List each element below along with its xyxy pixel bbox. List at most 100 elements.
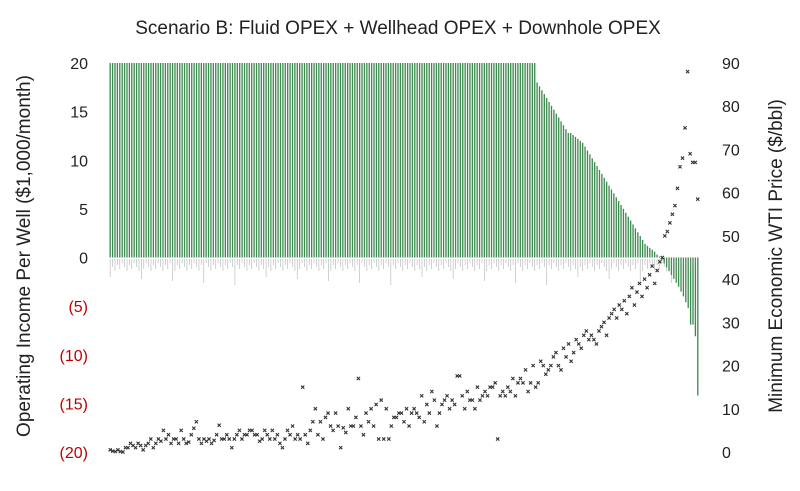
bar	[534, 63, 536, 258]
scatter-point	[113, 449, 118, 454]
bar	[445, 63, 447, 258]
scatter-point	[333, 411, 338, 416]
bar	[332, 63, 334, 258]
scatter-point	[417, 415, 422, 420]
y-tick-label: 10	[70, 153, 88, 170]
scatter-point	[581, 333, 586, 338]
bar	[131, 63, 133, 258]
bar	[181, 63, 183, 258]
scatter-point	[369, 406, 374, 411]
scatter-point	[166, 432, 171, 437]
scatter-point	[450, 398, 455, 403]
bar	[370, 63, 373, 258]
bar	[582, 142, 584, 258]
bar	[689, 257, 692, 325]
scatter-point	[579, 346, 584, 351]
bar	[483, 63, 486, 258]
bar	[495, 63, 497, 258]
bar	[390, 63, 392, 258]
bar	[435, 63, 438, 258]
bar	[594, 162, 596, 258]
scatter-point	[480, 393, 485, 398]
bar-series	[109, 63, 699, 396]
bar	[349, 63, 351, 258]
bar	[188, 63, 191, 258]
scatter-point	[288, 432, 293, 437]
bar	[675, 257, 677, 283]
bar	[373, 63, 375, 258]
bar	[610, 189, 613, 258]
scatter-point	[189, 432, 194, 437]
bar	[651, 249, 653, 258]
bar	[517, 63, 519, 258]
bar	[486, 63, 488, 258]
bar	[354, 63, 356, 258]
scatter-point	[619, 307, 624, 312]
y-tick-label: 0	[79, 251, 88, 268]
bar	[287, 63, 289, 258]
scatter-point	[158, 439, 163, 444]
bar	[145, 63, 147, 258]
bar	[311, 63, 313, 258]
scatter-point	[153, 441, 158, 446]
bar	[416, 63, 418, 258]
y2-tick-label: 90	[722, 56, 740, 73]
bar	[680, 257, 682, 292]
scatter-point	[422, 419, 427, 424]
scatter-point	[267, 437, 272, 442]
bar	[263, 63, 265, 258]
bar	[627, 216, 629, 258]
bar	[447, 63, 450, 258]
scatter-point	[313, 406, 318, 411]
bar	[471, 63, 474, 258]
bar	[219, 63, 222, 258]
bar	[392, 63, 394, 258]
bar	[212, 63, 214, 258]
bar	[133, 63, 135, 258]
bar	[682, 257, 685, 297]
scatter-point	[462, 406, 467, 411]
bar	[637, 232, 639, 258]
scatter-point	[596, 328, 601, 333]
scatter-point	[181, 437, 186, 442]
bar	[399, 63, 402, 258]
scatter-point	[475, 385, 480, 390]
bar	[543, 94, 545, 258]
scatter-point	[503, 393, 508, 398]
scatter-point	[151, 445, 156, 450]
scatter-point	[374, 402, 379, 407]
bar	[167, 63, 169, 258]
scatter-point	[614, 316, 619, 320]
scatter-point	[272, 437, 277, 442]
bar	[697, 257, 699, 396]
bar	[550, 105, 553, 258]
bar	[522, 63, 524, 258]
bar	[119, 63, 121, 258]
bar	[541, 90, 543, 258]
bar	[577, 138, 579, 258]
bar	[205, 63, 207, 258]
bar	[692, 257, 694, 325]
scatter-point	[356, 376, 361, 381]
bar	[231, 63, 234, 258]
scatter-point	[209, 441, 214, 446]
y-tick-label: (5)	[68, 299, 88, 316]
bar	[284, 63, 286, 258]
bar	[200, 63, 202, 258]
bar	[498, 63, 500, 258]
scatter-point	[386, 437, 391, 442]
scatter-point	[232, 437, 237, 442]
bar	[239, 63, 241, 258]
scatter-point	[389, 424, 394, 429]
bar	[502, 63, 505, 258]
scatter-point	[237, 428, 242, 433]
scatter-point	[318, 419, 323, 424]
bar	[327, 63, 330, 258]
scatter-point	[470, 398, 475, 403]
scatter-point	[617, 303, 622, 308]
bar	[656, 254, 658, 258]
bar	[303, 63, 306, 258]
scatter-point	[191, 426, 196, 431]
scatter-point	[629, 285, 634, 290]
scatter-point	[399, 411, 404, 416]
